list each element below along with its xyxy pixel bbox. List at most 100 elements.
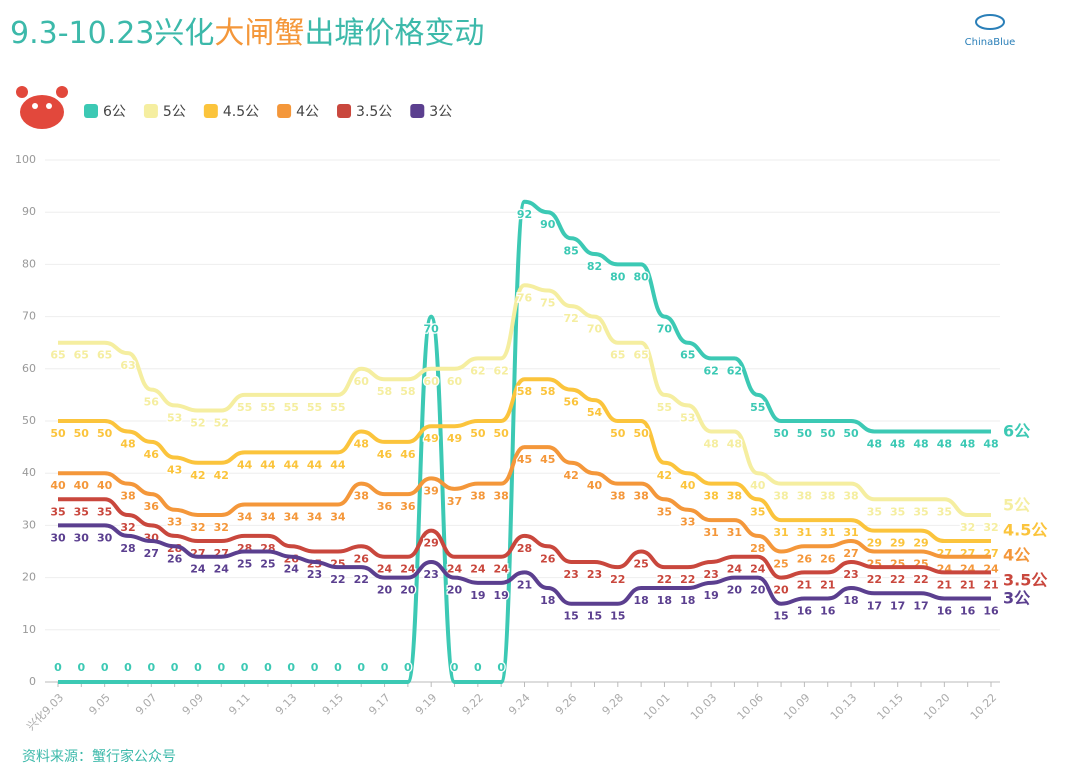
data-label: 22 [610, 573, 625, 586]
x-tick-label: 9.09 [180, 691, 207, 718]
data-label: 0 [404, 661, 412, 674]
data-label: 18 [843, 594, 858, 607]
data-label: 42 [563, 469, 578, 482]
chart-title: 9.3-10.23兴化大闸蟹出塘价格变动 [10, 16, 484, 51]
data-label: 85 [563, 244, 578, 257]
data-label: 28 [750, 542, 765, 555]
data-label: 0 [147, 661, 155, 674]
title-part: 出塘价格变动 [304, 16, 484, 51]
x-tick-label: 9.17 [366, 691, 393, 718]
data-label: 38 [470, 490, 485, 503]
data-label: 18 [680, 594, 695, 607]
data-label: 48 [354, 437, 369, 450]
data-label: 76 [517, 291, 533, 304]
data-label: 26 [820, 552, 836, 565]
data-label: 0 [451, 661, 459, 674]
data-label: 34 [260, 511, 276, 524]
data-label: 0 [334, 661, 342, 674]
x-tick-label: 10.09 [781, 691, 812, 722]
data-label: 58 [540, 385, 555, 398]
y-tick-label: 90 [22, 205, 36, 218]
title-part: 大闸蟹 [214, 16, 304, 51]
data-label: 90 [540, 218, 556, 231]
data-label: 29 [867, 537, 882, 550]
logo: ChinaBlue [965, 14, 1015, 48]
data-label: 62 [703, 364, 718, 377]
legend-swatch [277, 104, 292, 118]
data-label: 25 [633, 558, 648, 571]
data-label: 34 [284, 511, 300, 524]
data-label: 19 [494, 589, 509, 602]
data-label: 38 [843, 490, 858, 503]
data-label: 55 [750, 401, 765, 414]
data-label: 36 [377, 500, 393, 513]
data-label: 50 [470, 427, 486, 440]
data-label: 0 [217, 661, 225, 674]
data-label: 29 [890, 537, 905, 550]
data-label: 24 [494, 563, 510, 576]
data-label: 25 [237, 558, 252, 571]
data-label: 34 [237, 511, 253, 524]
x-tick-label: 9.28 [600, 691, 627, 718]
x-tick-label: 9.05 [86, 691, 113, 718]
data-label: 44 [330, 458, 346, 471]
data-label: 0 [54, 661, 62, 674]
data-label: 48 [913, 437, 928, 450]
data-label: 46 [144, 448, 160, 461]
data-label: 65 [74, 349, 89, 362]
data-label: 22 [330, 573, 345, 586]
data-label: 44 [237, 458, 253, 471]
data-label: 23 [587, 568, 602, 581]
data-label: 52 [214, 417, 229, 430]
data-label: 45 [517, 453, 532, 466]
data-label: 70 [587, 323, 603, 336]
data-label: 16 [960, 604, 976, 617]
legend-label: 3.5公 [356, 104, 392, 120]
data-label: 49 [424, 432, 439, 445]
data-label: 15 [773, 610, 788, 623]
data-label: 35 [937, 505, 952, 518]
data-label: 39 [424, 484, 439, 497]
data-label: 53 [680, 411, 695, 424]
data-label: 30 [74, 531, 90, 544]
data-label: 50 [820, 427, 836, 440]
x-tick-label: 10.13 [828, 691, 859, 722]
data-label: 26 [167, 552, 183, 565]
data-label: 0 [287, 661, 295, 674]
data-label: 16 [797, 604, 813, 617]
data-label: 80 [610, 270, 626, 283]
data-label: 48 [890, 437, 905, 450]
data-label: 31 [820, 526, 835, 539]
data-label: 48 [960, 437, 975, 450]
data-label: 16 [820, 604, 836, 617]
data-label: 0 [357, 661, 365, 674]
data-label: 31 [843, 526, 858, 539]
data-label: 0 [311, 661, 319, 674]
data-label: 18 [633, 594, 648, 607]
data-label: 58 [517, 385, 532, 398]
data-label: 48 [937, 437, 952, 450]
data-label: 55 [284, 401, 299, 414]
data-label: 50 [494, 427, 510, 440]
data-label: 24 [377, 563, 393, 576]
y-tick-label: 40 [22, 466, 36, 479]
data-label: 24 [750, 563, 766, 576]
data-label: 15 [610, 610, 625, 623]
data-label: 50 [797, 427, 813, 440]
series-line [57, 497, 991, 580]
data-label: 38 [797, 490, 812, 503]
data-label: 32 [960, 521, 975, 534]
data-label: 0 [264, 661, 272, 674]
data-label: 60 [354, 375, 370, 388]
x-tick-label: 10.06 [735, 691, 766, 722]
data-label: 33 [680, 516, 695, 529]
data-label: 25 [260, 558, 275, 571]
data-label: 56 [144, 396, 160, 409]
y-tick-label: 80 [22, 257, 36, 270]
y-tick-label: 100 [15, 153, 36, 166]
data-label: 42 [214, 469, 229, 482]
data-label: 22 [890, 573, 905, 586]
data-label: 23 [703, 568, 718, 581]
y-tick-label: 10 [22, 623, 36, 636]
data-label: 23 [563, 568, 578, 581]
